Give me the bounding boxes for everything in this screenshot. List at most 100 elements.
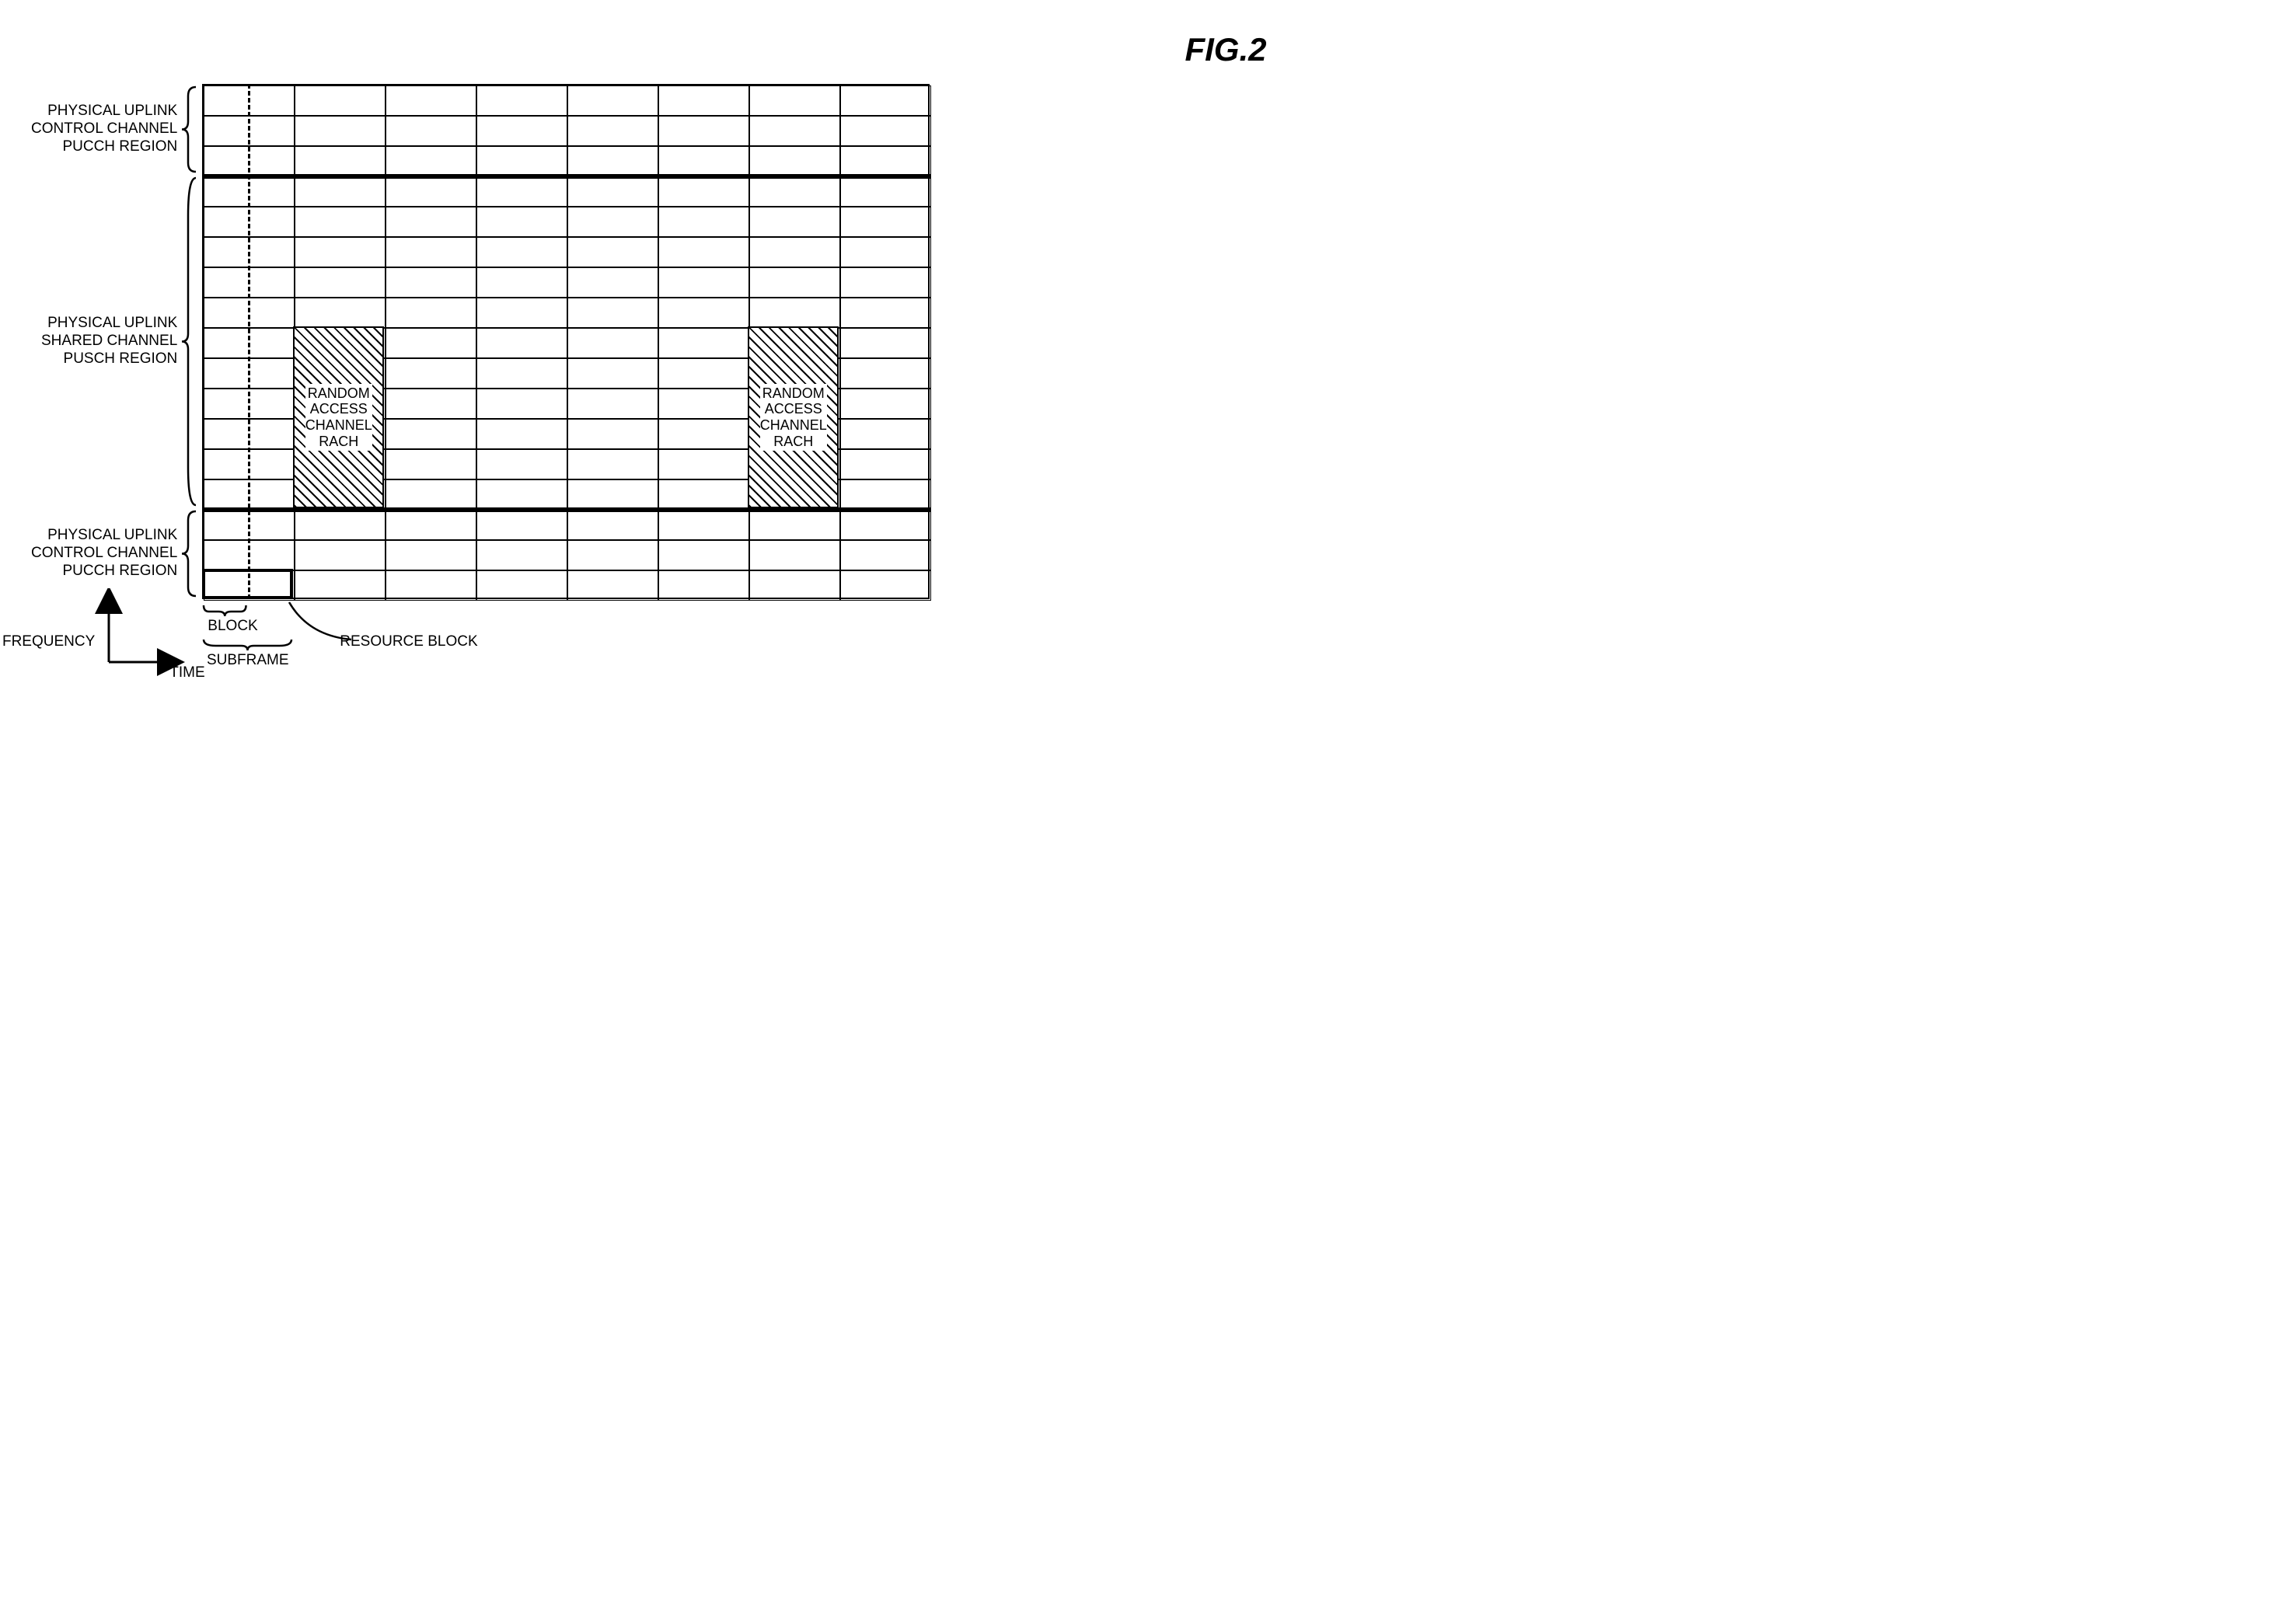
grid-cell xyxy=(658,207,749,237)
region-label-group: PHYSICAL UPLINK SHARED CHANNEL PUSCH REG… xyxy=(41,175,197,508)
grid-cell xyxy=(567,298,658,328)
grid-cell xyxy=(840,540,931,570)
grid-cell xyxy=(567,389,658,419)
grid-cell xyxy=(295,328,386,358)
grid-cell xyxy=(658,176,749,207)
grid-cell xyxy=(749,146,840,176)
block-label: BLOCK xyxy=(198,618,267,635)
grid-cell xyxy=(476,237,567,267)
grid-cell xyxy=(295,146,386,176)
grid-cell xyxy=(476,389,567,419)
grid-cell xyxy=(840,479,931,510)
grid-cell xyxy=(840,419,931,449)
grid-cell xyxy=(204,570,295,601)
frequency-axis-label: FREQUENCY xyxy=(0,633,95,650)
grid-cell xyxy=(840,85,931,116)
grid-cell xyxy=(204,479,295,510)
grid-cell xyxy=(476,479,567,510)
grid-cell xyxy=(386,176,476,207)
grid-cell xyxy=(386,389,476,419)
grid-cell xyxy=(295,419,386,449)
grid-cell xyxy=(386,419,476,449)
grid-cell xyxy=(476,298,567,328)
grid-cell xyxy=(567,146,658,176)
figure-title: FIG.2 xyxy=(187,31,2265,68)
grid-cell xyxy=(749,298,840,328)
grid-cell xyxy=(476,176,567,207)
grid-cell xyxy=(476,449,567,479)
annotations: BLOCK SUBFRAMERESOURCE BLOCK FREQUENCYTI… xyxy=(202,604,930,713)
grid-cell xyxy=(749,540,840,570)
resource-block-label: RESOURCE BLOCK xyxy=(340,633,511,650)
grid-cell xyxy=(840,449,931,479)
grid-cell xyxy=(749,267,840,298)
region-labels: PHYSICAL UPLINK CONTROL CHANNEL PUCCH RE… xyxy=(31,84,202,599)
grid-cell xyxy=(840,298,931,328)
grid-cell xyxy=(658,237,749,267)
grid-cell xyxy=(567,207,658,237)
grid-cell xyxy=(658,298,749,328)
grid-cell xyxy=(204,298,295,328)
grid-cell xyxy=(658,570,749,601)
grid-cell xyxy=(386,267,476,298)
grid-cell xyxy=(658,419,749,449)
grid-cell xyxy=(204,237,295,267)
grid-cell xyxy=(476,116,567,146)
grid-cell xyxy=(749,207,840,237)
grid-cell xyxy=(386,207,476,237)
grid-cell xyxy=(658,146,749,176)
grid-cell xyxy=(386,540,476,570)
grid-cell xyxy=(749,449,840,479)
grid-cell xyxy=(476,358,567,389)
grid-cell xyxy=(204,510,295,540)
grid-cell xyxy=(204,389,295,419)
grid-cell xyxy=(567,358,658,389)
grid-cell xyxy=(386,358,476,389)
time-axis-label: TIME xyxy=(169,664,224,681)
grid-cell xyxy=(840,267,931,298)
grid-cell xyxy=(567,328,658,358)
grid-cell xyxy=(476,146,567,176)
grid-cell xyxy=(749,85,840,116)
grid-cell xyxy=(204,358,295,389)
grid-cell xyxy=(658,85,749,116)
grid-cell xyxy=(840,358,931,389)
grid-cell xyxy=(567,540,658,570)
grid-cell xyxy=(567,237,658,267)
grid-cell xyxy=(658,358,749,389)
grid-cell xyxy=(476,419,567,449)
grid-cell xyxy=(204,207,295,237)
region-label: PHYSICAL UPLINK SHARED CHANNEL PUSCH REG… xyxy=(41,315,180,368)
grid-cell xyxy=(749,176,840,207)
grid-cell xyxy=(295,358,386,389)
grid-cell xyxy=(840,510,931,540)
grid-cell xyxy=(749,419,840,449)
grid-cell xyxy=(840,389,931,419)
grid-cell xyxy=(204,419,295,449)
grid-cell xyxy=(204,146,295,176)
grid-cell xyxy=(567,85,658,116)
grid-cell xyxy=(386,479,476,510)
grid-cell xyxy=(749,389,840,419)
region-label-group: PHYSICAL UPLINK CONTROL CHANNEL PUCCH RE… xyxy=(31,508,197,599)
grid-cell xyxy=(749,510,840,540)
grid-cell xyxy=(295,298,386,328)
region-label: PHYSICAL UPLINK CONTROL CHANNEL PUCCH RE… xyxy=(31,527,180,580)
grid-cell xyxy=(204,85,295,116)
grid-cell xyxy=(386,146,476,176)
grid-cell xyxy=(476,267,567,298)
grid-cell xyxy=(658,449,749,479)
grid-cell xyxy=(567,570,658,601)
grid-cell xyxy=(567,510,658,540)
grid-cell xyxy=(295,85,386,116)
grid-cell xyxy=(204,540,295,570)
grid-cell xyxy=(840,237,931,267)
grid-cell xyxy=(567,479,658,510)
grid-cell xyxy=(295,237,386,267)
grid-cell xyxy=(749,116,840,146)
grid-cell xyxy=(386,328,476,358)
grid-cell xyxy=(295,389,386,419)
grid-cell xyxy=(658,540,749,570)
grid-cell xyxy=(840,176,931,207)
grid-cell xyxy=(386,570,476,601)
